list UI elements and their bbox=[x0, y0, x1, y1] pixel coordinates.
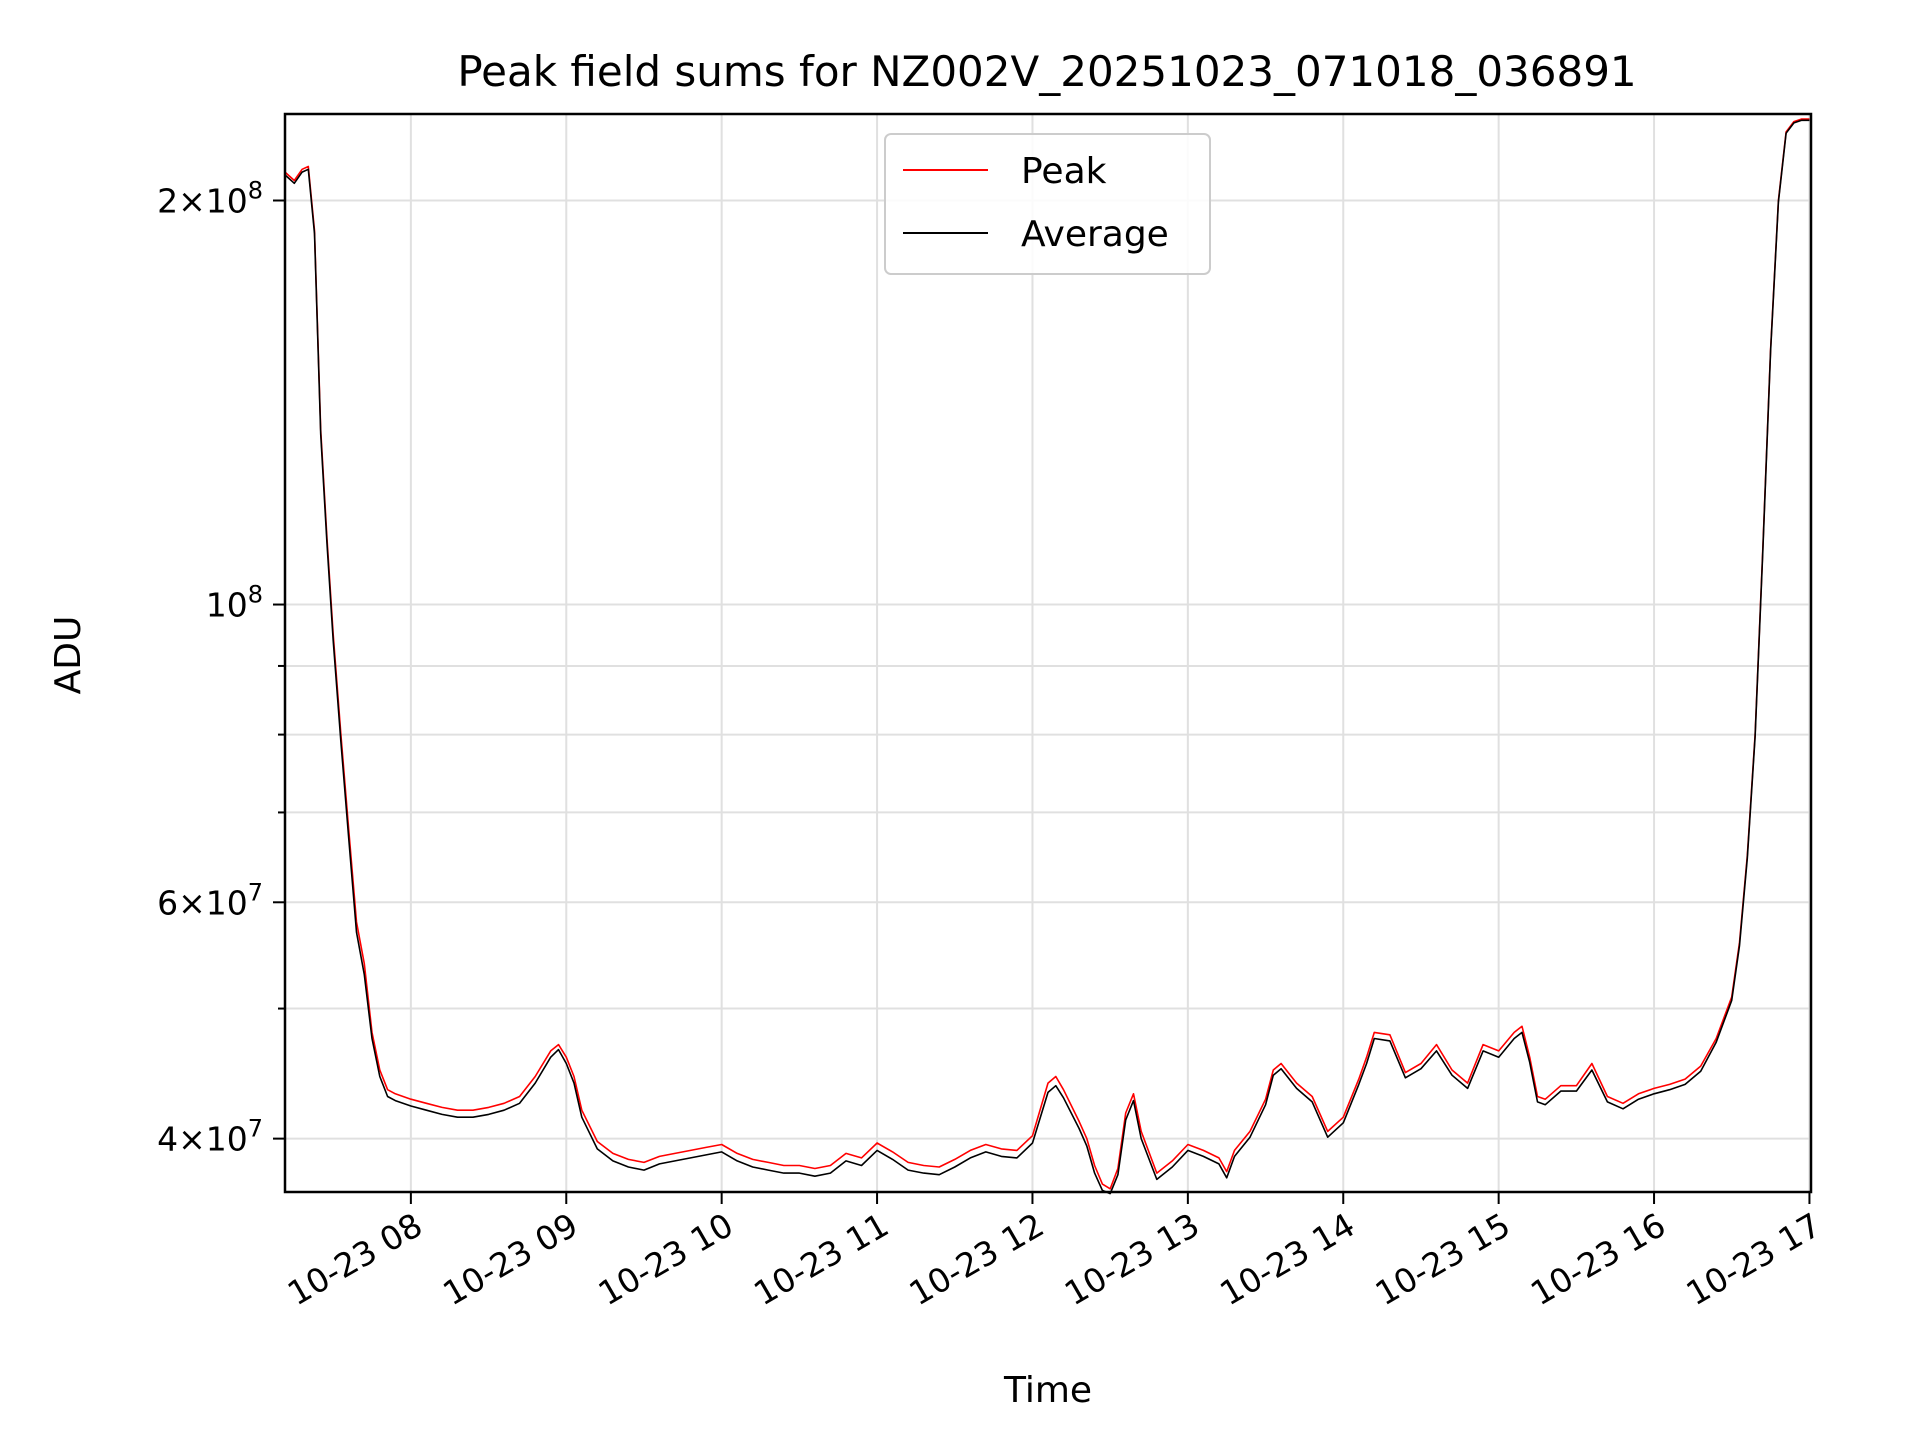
y-tick-mantissa: 2×10 bbox=[157, 182, 248, 221]
y-tick-mantissa: 4×10 bbox=[157, 1120, 248, 1159]
y-tick-exponent: 7 bbox=[248, 878, 263, 906]
y-tick-label: 4×107 bbox=[157, 1115, 263, 1159]
x-tick-label: 10-23 12 bbox=[902, 1205, 1050, 1313]
legend[interactable]: Peak Average bbox=[884, 133, 1211, 275]
x-axis-label: Time bbox=[1003, 1370, 1092, 1411]
y-axis-label: ADU bbox=[48, 616, 89, 695]
y-tick-label: 108 bbox=[206, 581, 263, 625]
y-tick-label: 2×108 bbox=[157, 177, 263, 221]
x-tick-label: 10-23 13 bbox=[1058, 1205, 1206, 1313]
x-tick-label: 10-23 10 bbox=[592, 1205, 740, 1313]
series-line-peak bbox=[284, 118, 1810, 1190]
y-tick-exponent: 8 bbox=[248, 581, 263, 609]
legend-label-peak: Peak bbox=[1021, 151, 1107, 192]
x-tick-label: 10-23 14 bbox=[1213, 1205, 1361, 1313]
grid-lines bbox=[285, 114, 1811, 1192]
x-tick-label: 10-23 09 bbox=[436, 1205, 584, 1313]
chart-title: Peak field sums for NZ002V_20251023_0710… bbox=[457, 47, 1636, 96]
x-tick-label: 10-23 16 bbox=[1524, 1205, 1672, 1313]
y-tick-mantissa: 10 bbox=[206, 586, 248, 625]
x-tick-label: 10-23 08 bbox=[281, 1205, 429, 1313]
y-tick-mantissa: 6×10 bbox=[157, 883, 248, 922]
y-tick-label: 6×107 bbox=[157, 878, 263, 922]
series-line-average bbox=[284, 119, 1810, 1195]
y-tick-exponent: 8 bbox=[248, 177, 263, 205]
legend-label-average: Average bbox=[1021, 214, 1169, 255]
series-layer bbox=[284, 118, 1810, 1195]
plot-frame bbox=[283, 112, 1813, 1194]
x-axis: 10-23 08 10-23 09 10-23 10 10-23 11 10-23 12… bbox=[281, 1192, 1827, 1313]
x-tick-label: 10-23 17 bbox=[1679, 1205, 1827, 1313]
x-tick-label: 10-23 11 bbox=[747, 1205, 895, 1313]
y-tick-exponent: 7 bbox=[248, 1115, 263, 1143]
x-tick-label: 10-23 15 bbox=[1369, 1205, 1517, 1313]
